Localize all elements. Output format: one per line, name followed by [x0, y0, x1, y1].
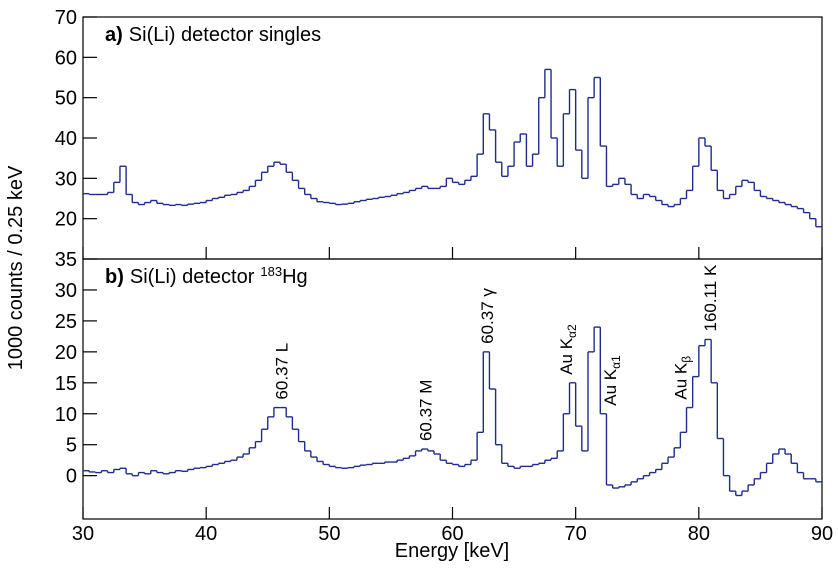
y-tick-label: 70	[55, 7, 77, 29]
x-tick-label: 70	[565, 523, 587, 545]
y-tick-label: 25	[55, 311, 77, 333]
annotation-sub: α1	[609, 355, 623, 369]
plot-frame	[82, 16, 823, 260]
y-tick-label: 60	[55, 47, 77, 69]
annotation-sub: α2	[565, 324, 579, 338]
panel-label: a)	[105, 24, 123, 46]
peak-annotation: 160.11 K	[701, 264, 720, 331]
panel-text: Si(Li) detector	[130, 266, 255, 288]
y-tick-label: 50	[55, 88, 77, 110]
x-tick-label: 60	[441, 523, 463, 545]
y-tick-label: 35	[55, 249, 77, 271]
y-tick-label: 5	[66, 435, 77, 457]
panel-tail: Hg	[282, 266, 308, 288]
y-axis-label: 1000 counts / 0.25 keV	[5, 165, 27, 370]
annotation-text: 160.11 K	[701, 264, 720, 331]
y-tick-label: 30	[55, 280, 77, 302]
annotation-text: Au K	[601, 368, 620, 406]
x-tick-label: 80	[688, 523, 710, 545]
y-tick-label: 10	[55, 404, 77, 426]
peak-annotation: 60.37 γ	[478, 288, 497, 344]
x-tick-label: 40	[195, 523, 217, 545]
annotation-text: Au K	[671, 362, 690, 400]
annotation-text: 60.37 γ	[478, 288, 497, 344]
x-tick-label: 50	[318, 523, 340, 545]
panel-title: b) Si(Li) detector 183Hg	[105, 264, 308, 288]
peak-annotation: Au Kα2	[557, 324, 579, 375]
x-tick-label: 90	[811, 523, 833, 545]
annotation-text: Au K	[557, 337, 576, 375]
peak-annotation: 60.37 L	[272, 343, 291, 400]
x-axis-label: Energy [keV]	[395, 540, 510, 562]
panel-sup: 183	[260, 264, 282, 279]
annotation-text: 60.37 L	[272, 343, 291, 400]
y-tick-label: 20	[55, 209, 77, 231]
y-tick-label: 20	[55, 342, 77, 364]
y-tick-label: 30	[55, 168, 77, 190]
peak-annotation: Au Kα1	[601, 355, 623, 406]
y-tick-label: 0	[66, 466, 77, 488]
x-tick-label: 30	[72, 523, 94, 545]
panel-label: b)	[105, 266, 124, 288]
panel-title: a) Si(Li) detector singles	[105, 24, 321, 46]
y-tick-label: 40	[55, 128, 77, 150]
annotation-text: 60.37 M	[416, 380, 435, 441]
y-tick-label: 15	[55, 373, 77, 395]
peak-annotation: 60.37 M	[416, 380, 435, 441]
panel-text: Si(Li) detector singles	[129, 24, 321, 46]
peak-annotation: Au Kβ	[671, 356, 693, 400]
annotation-sub: β	[679, 356, 693, 363]
